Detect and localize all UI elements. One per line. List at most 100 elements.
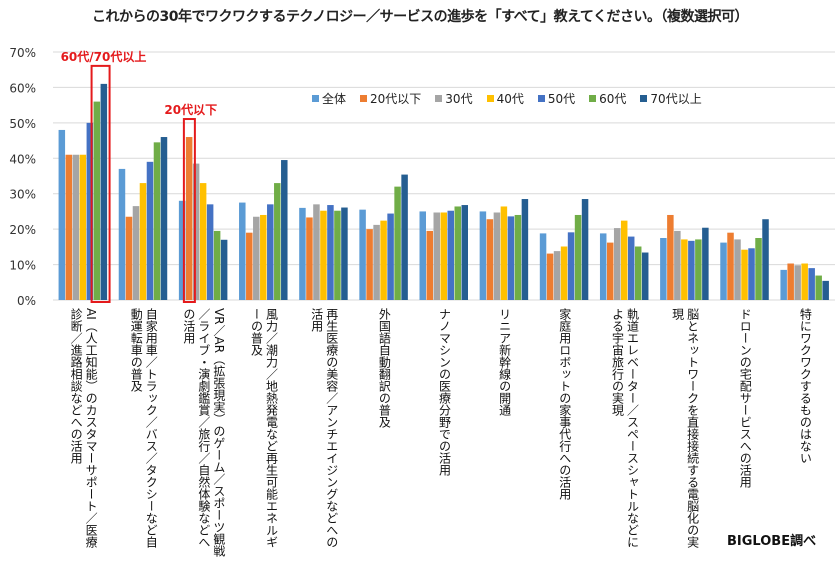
legend-swatch — [360, 95, 368, 102]
bar — [274, 183, 281, 300]
x-tick-label: AI（人工知能）のカスタマーサポート／医療診断／進路相談などへの活用 — [69, 308, 99, 548]
y-tick-label: 60% — [9, 81, 36, 95]
legend-swatch — [640, 95, 648, 102]
bar — [627, 236, 635, 300]
bar — [447, 210, 454, 300]
bar — [808, 268, 815, 300]
y-tick-label: 20% — [9, 223, 36, 237]
x-tick-label: 自家用車／トラック／バス／タクシーなど自動運転車の普及 — [129, 308, 159, 548]
bar — [178, 200, 186, 300]
bar — [634, 246, 642, 300]
bar — [560, 246, 568, 300]
bar — [546, 253, 554, 300]
bar — [553, 251, 561, 300]
highlight-box — [182, 118, 196, 304]
bar — [748, 248, 755, 300]
x-tick-label: 外国語自動翻訳の普及 — [377, 308, 392, 428]
bar — [674, 230, 681, 300]
bar — [762, 219, 769, 300]
bar — [681, 239, 688, 300]
bar — [426, 230, 433, 300]
bar — [72, 154, 80, 300]
bar — [695, 239, 702, 300]
legend-item: 70代以上 — [640, 90, 702, 107]
x-tick-label: ナノマシンの医療分野での活用 — [437, 308, 452, 476]
bar — [801, 263, 808, 300]
bar — [139, 183, 147, 300]
bar — [581, 199, 589, 300]
legend-swatch — [312, 95, 319, 102]
bar — [146, 161, 154, 300]
bar — [667, 214, 674, 300]
x-tick-label: リニア新幹線の開通 — [497, 308, 512, 416]
bar — [79, 154, 87, 300]
bar — [153, 142, 161, 300]
source-note: BIGLOBE調べ — [727, 534, 817, 549]
bar — [574, 214, 582, 300]
bar — [794, 265, 801, 300]
bar — [192, 163, 200, 300]
bar — [132, 206, 140, 300]
bar — [440, 212, 447, 300]
bar — [401, 174, 408, 300]
bar — [567, 232, 575, 300]
bar — [521, 199, 529, 300]
bar — [334, 210, 341, 300]
bar — [500, 206, 508, 300]
x-tick-label: 特にワクワクするものはない — [798, 308, 813, 464]
legend-label: 40代 — [496, 92, 524, 106]
legend-item: 60代 — [589, 90, 626, 107]
bar — [720, 242, 727, 300]
bar — [125, 216, 133, 300]
x-tick-label: 風力／潮力／地熱発電など再生可能エネルギーの普及 — [249, 308, 279, 548]
bar — [359, 209, 366, 300]
bar — [461, 205, 468, 300]
bar — [493, 212, 501, 300]
bar — [734, 239, 741, 300]
bar — [755, 238, 762, 300]
bar — [58, 129, 66, 300]
bar — [320, 210, 327, 300]
bar — [206, 204, 214, 300]
bar — [741, 249, 748, 300]
chart-title: これからの30年でワクワクするテクノロジー／サービスの進歩を「すべて」教えてくだ… — [92, 9, 748, 25]
bar — [260, 214, 267, 300]
bar — [727, 232, 734, 300]
bar — [86, 122, 94, 300]
x-tick-label: 脳とネットワークを直接接続する電脳化の実現 — [670, 308, 700, 548]
bar — [394, 186, 401, 300]
legend-item: 20代以下 — [360, 90, 421, 107]
bar — [787, 263, 794, 300]
legend-item: 50代 — [537, 90, 575, 107]
bar — [93, 101, 101, 300]
legend-item: 30代 — [435, 90, 473, 107]
bar — [313, 204, 320, 300]
bar — [253, 216, 260, 300]
y-tick-label: 40% — [9, 152, 36, 166]
y-tick-label: 30% — [9, 188, 36, 202]
bar — [341, 207, 348, 300]
bar — [486, 219, 494, 300]
bar — [65, 154, 73, 300]
x-tick-label: 再生医療の美容／アンチエイジングなどへの活用 — [309, 308, 339, 548]
bar — [419, 211, 426, 300]
bar — [539, 233, 547, 300]
bar — [118, 168, 126, 300]
bar — [199, 183, 207, 300]
bar — [660, 238, 667, 300]
bar — [327, 205, 334, 300]
bar — [433, 212, 440, 300]
bar — [306, 217, 313, 300]
x-tick-label: 家庭用ロボットの家事代行への活用 — [557, 308, 572, 500]
legend-swatch — [486, 95, 494, 102]
y-tick-label: 10% — [9, 259, 36, 273]
x-tick-label: ドローンの宅配サービスへの活用 — [738, 308, 753, 488]
legend-label: 30代 — [445, 92, 473, 106]
bar — [366, 229, 373, 300]
y-tick-label: 0% — [17, 294, 36, 308]
bar — [688, 240, 695, 300]
bar — [160, 137, 168, 300]
y-tick-label: 50% — [9, 117, 36, 131]
